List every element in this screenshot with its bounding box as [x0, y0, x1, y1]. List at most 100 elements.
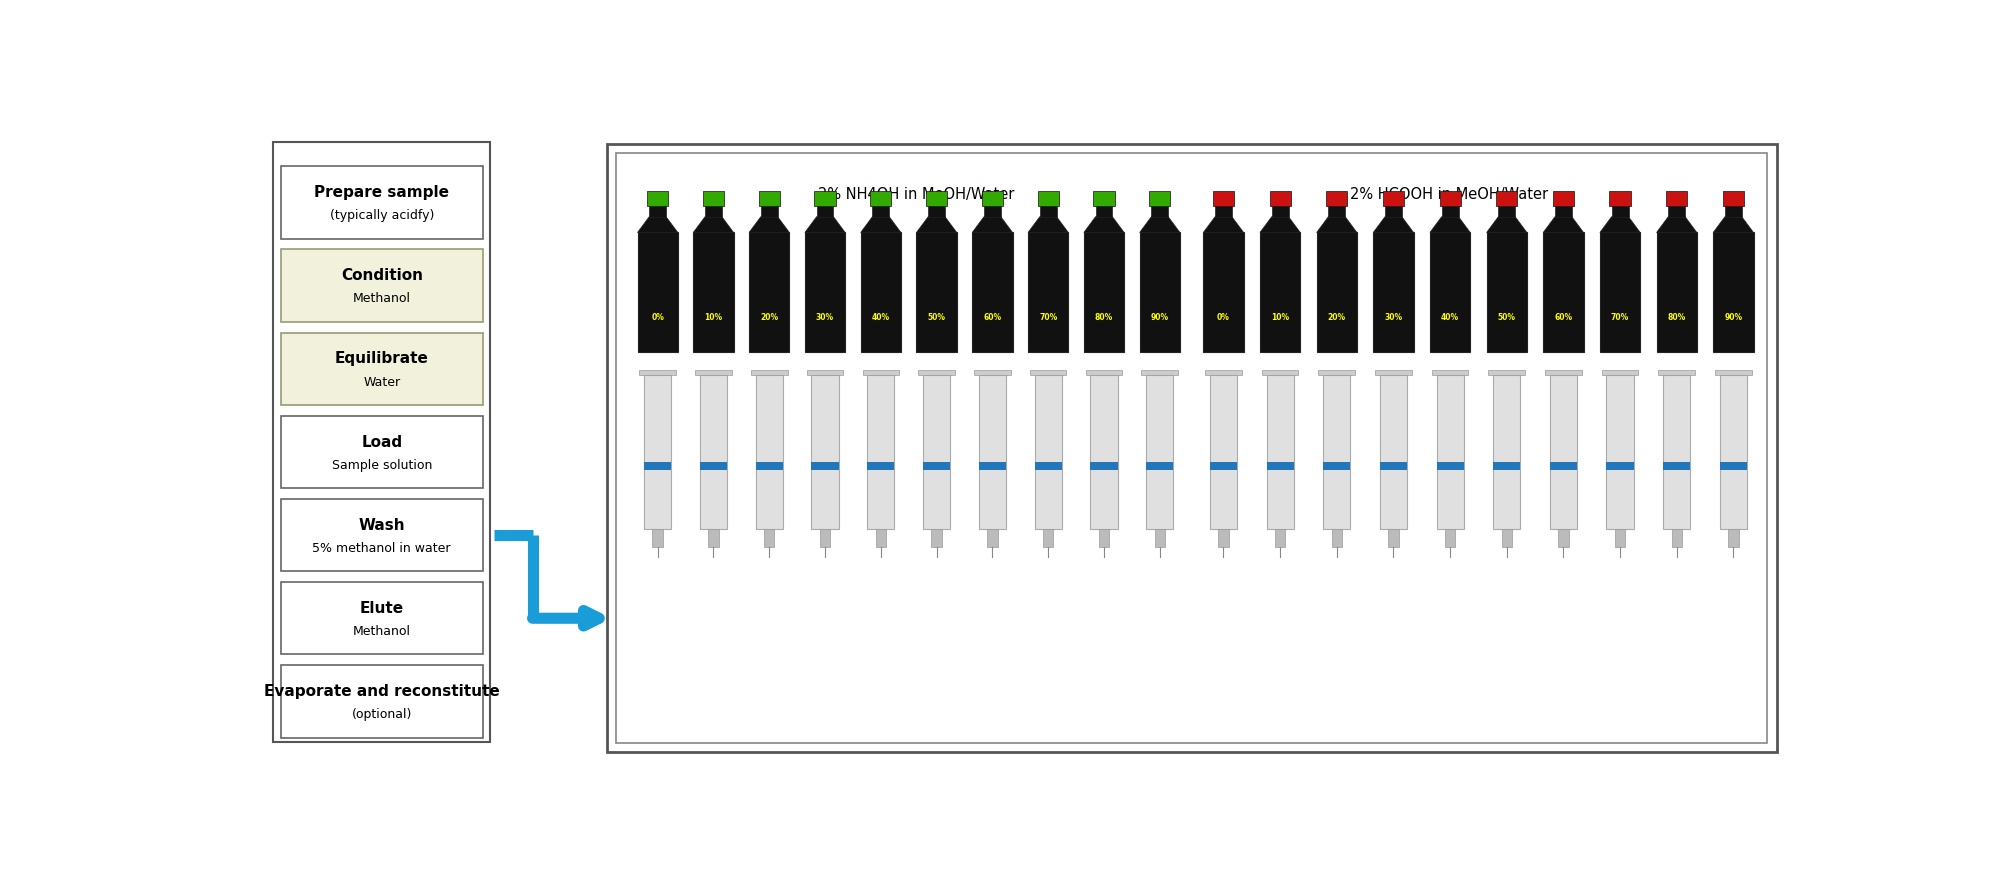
FancyBboxPatch shape: [1152, 207, 1168, 217]
FancyBboxPatch shape: [1218, 529, 1228, 548]
FancyBboxPatch shape: [756, 462, 782, 470]
Text: (optional): (optional): [352, 707, 412, 720]
FancyBboxPatch shape: [704, 207, 722, 217]
FancyBboxPatch shape: [1600, 233, 1640, 353]
FancyBboxPatch shape: [1720, 376, 1746, 529]
FancyBboxPatch shape: [862, 371, 900, 376]
FancyBboxPatch shape: [1722, 191, 1744, 207]
FancyBboxPatch shape: [1376, 371, 1412, 376]
FancyBboxPatch shape: [816, 207, 834, 217]
FancyBboxPatch shape: [280, 665, 482, 738]
FancyBboxPatch shape: [1442, 207, 1458, 217]
FancyBboxPatch shape: [1146, 376, 1174, 529]
Text: 10%: 10%: [704, 312, 722, 321]
FancyBboxPatch shape: [756, 376, 782, 529]
Polygon shape: [1430, 217, 1470, 233]
FancyBboxPatch shape: [1602, 371, 1638, 376]
FancyBboxPatch shape: [1318, 371, 1356, 376]
FancyBboxPatch shape: [974, 371, 1010, 376]
FancyBboxPatch shape: [1606, 376, 1634, 529]
FancyBboxPatch shape: [928, 207, 946, 217]
FancyBboxPatch shape: [1204, 233, 1244, 353]
Text: 20%: 20%: [760, 312, 778, 321]
FancyBboxPatch shape: [1150, 191, 1170, 207]
FancyBboxPatch shape: [972, 233, 1012, 353]
FancyBboxPatch shape: [1326, 191, 1348, 207]
Text: 70%: 70%: [1610, 312, 1630, 321]
FancyBboxPatch shape: [1034, 376, 1062, 529]
FancyBboxPatch shape: [696, 371, 732, 376]
FancyBboxPatch shape: [750, 371, 788, 376]
FancyBboxPatch shape: [932, 529, 942, 548]
FancyBboxPatch shape: [694, 233, 734, 353]
Text: Sample solution: Sample solution: [332, 458, 432, 471]
FancyBboxPatch shape: [1262, 371, 1298, 376]
FancyBboxPatch shape: [1430, 233, 1470, 353]
FancyBboxPatch shape: [1332, 529, 1342, 548]
Polygon shape: [804, 217, 846, 233]
FancyBboxPatch shape: [1502, 529, 1512, 548]
FancyBboxPatch shape: [1550, 376, 1576, 529]
FancyBboxPatch shape: [1440, 191, 1460, 207]
FancyBboxPatch shape: [1266, 462, 1294, 470]
FancyBboxPatch shape: [1098, 529, 1110, 548]
FancyBboxPatch shape: [1084, 233, 1124, 353]
Text: 2% NH4OH in MeOH/Water: 2% NH4OH in MeOH/Water: [818, 187, 1014, 202]
FancyBboxPatch shape: [708, 529, 718, 548]
FancyBboxPatch shape: [1038, 191, 1058, 207]
Text: 90%: 90%: [1150, 312, 1168, 321]
Text: 0%: 0%: [1218, 312, 1230, 321]
FancyBboxPatch shape: [1658, 371, 1696, 376]
FancyBboxPatch shape: [1206, 371, 1242, 376]
FancyBboxPatch shape: [812, 376, 838, 529]
FancyBboxPatch shape: [916, 233, 956, 353]
FancyBboxPatch shape: [1720, 462, 1746, 470]
FancyBboxPatch shape: [918, 371, 954, 376]
FancyBboxPatch shape: [1028, 233, 1068, 353]
FancyBboxPatch shape: [1664, 376, 1690, 529]
Text: 30%: 30%: [816, 312, 834, 321]
Text: Methanol: Methanol: [352, 625, 410, 637]
FancyBboxPatch shape: [1558, 529, 1568, 548]
FancyBboxPatch shape: [1668, 207, 1686, 217]
FancyBboxPatch shape: [1210, 462, 1238, 470]
Text: 60%: 60%: [1554, 312, 1572, 321]
FancyBboxPatch shape: [868, 376, 894, 529]
Text: 20%: 20%: [1328, 312, 1346, 321]
FancyBboxPatch shape: [760, 207, 778, 217]
Text: 5% methanol in water: 5% methanol in water: [312, 541, 452, 555]
Text: 80%: 80%: [1094, 312, 1114, 321]
FancyBboxPatch shape: [1544, 233, 1584, 353]
FancyBboxPatch shape: [1436, 462, 1464, 470]
FancyBboxPatch shape: [280, 416, 482, 488]
FancyBboxPatch shape: [804, 233, 846, 353]
FancyBboxPatch shape: [1388, 529, 1398, 548]
FancyBboxPatch shape: [1260, 233, 1300, 353]
FancyBboxPatch shape: [1270, 191, 1290, 207]
FancyBboxPatch shape: [650, 207, 666, 217]
FancyBboxPatch shape: [1606, 462, 1634, 470]
Polygon shape: [1544, 217, 1584, 233]
FancyBboxPatch shape: [1094, 191, 1114, 207]
Text: Wash: Wash: [358, 517, 406, 532]
FancyBboxPatch shape: [1436, 376, 1464, 529]
FancyBboxPatch shape: [1140, 233, 1180, 353]
FancyBboxPatch shape: [648, 191, 668, 207]
FancyBboxPatch shape: [1716, 371, 1752, 376]
FancyBboxPatch shape: [1664, 462, 1690, 470]
Polygon shape: [1316, 217, 1356, 233]
FancyBboxPatch shape: [1154, 529, 1164, 548]
FancyBboxPatch shape: [1090, 462, 1118, 470]
Polygon shape: [1600, 217, 1640, 233]
FancyBboxPatch shape: [638, 233, 678, 353]
Text: 90%: 90%: [1724, 312, 1742, 321]
FancyBboxPatch shape: [1328, 207, 1346, 217]
FancyBboxPatch shape: [1612, 207, 1628, 217]
FancyBboxPatch shape: [814, 191, 836, 207]
Text: 60%: 60%: [984, 312, 1002, 321]
Polygon shape: [916, 217, 956, 233]
Text: 30%: 30%: [1384, 312, 1402, 321]
FancyBboxPatch shape: [1672, 529, 1682, 548]
Text: 10%: 10%: [1272, 312, 1290, 321]
FancyBboxPatch shape: [606, 144, 1776, 752]
